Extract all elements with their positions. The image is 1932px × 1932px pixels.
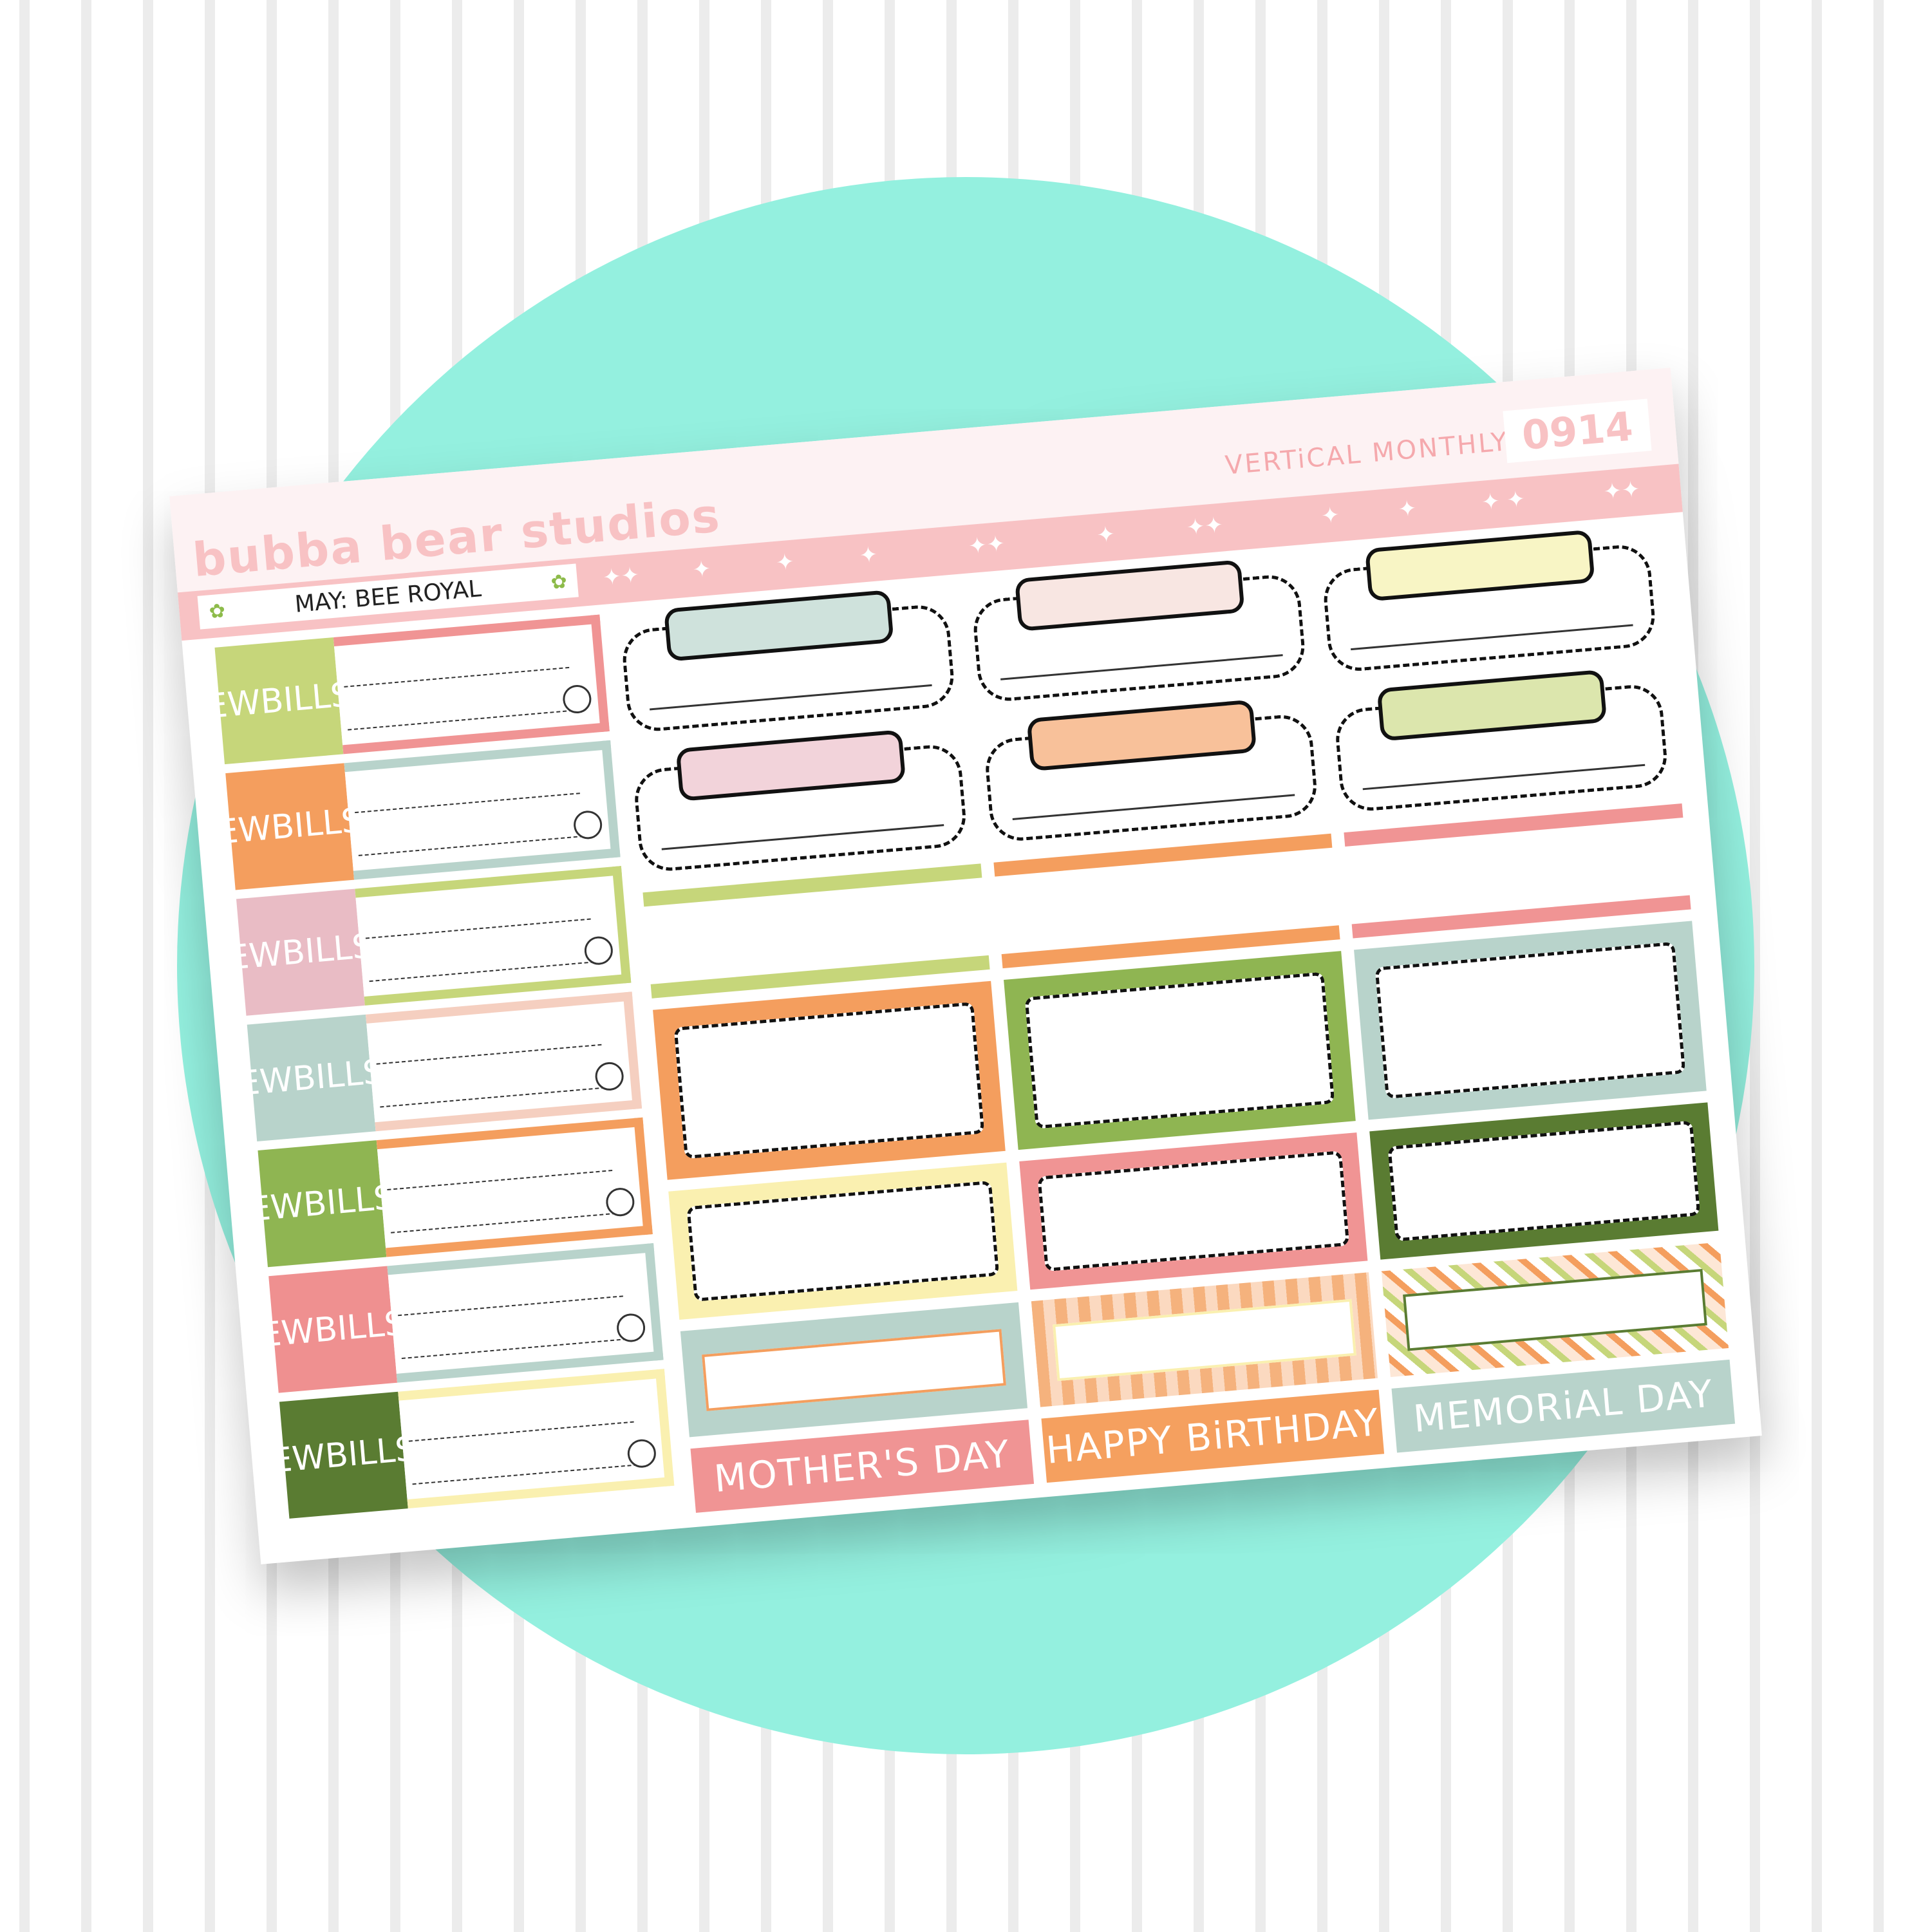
flower-icon: ✿ [550, 570, 568, 594]
sparkle-icon: ✦✦ [1185, 512, 1224, 541]
bill-sticker: EW BILLS [205, 614, 610, 765]
sparkle-icon: ✦ ✦ [1480, 486, 1526, 516]
sticker-sheet: bubba bear studios VERTiCAL MONTHLY 0914… [169, 368, 1762, 1564]
bill-label: EW BILLS [205, 637, 353, 765]
bill-writing-lines [333, 614, 610, 755]
write-line [1351, 624, 1634, 651]
framed-box [653, 980, 1006, 1180]
holiday-label: MOTHER'S DAY [690, 1420, 1034, 1513]
theme-text: MAY: BEE ROYAL [294, 575, 483, 618]
bill-sticker-column: EW BILLS EW BILLS EW BILLS EW BILLS EW BILLS EW BIL… [205, 614, 675, 1528]
pill-sticker [970, 554, 1318, 711]
bill-label-line1: EW [258, 1311, 316, 1355]
write-line [341, 641, 570, 688]
bill-writing-lines [366, 991, 642, 1132]
write-line [1012, 794, 1295, 820]
bill-sticker: EW BILLS [270, 1369, 675, 1519]
bill-label: EW BILLS [216, 763, 364, 890]
banner-text-box [1052, 1299, 1357, 1381]
write-line [388, 1186, 616, 1233]
pill-sticker [1332, 664, 1681, 821]
write-line [399, 1312, 627, 1359]
dashed-box [1037, 1150, 1350, 1272]
banner-sticker [1031, 1272, 1378, 1407]
bill-writing-lines [355, 866, 632, 1006]
bill-label-line1: EW [237, 1060, 295, 1104]
bill-sticker: EW BILLS [237, 991, 642, 1142]
sparkle-icon: ✦ [1095, 521, 1116, 549]
sticker-grid: MOTHER'S DAY HAPPY BiRTHDAY MEMORiAL DAY [619, 524, 1736, 1524]
framed-box [1369, 1102, 1719, 1260]
write-line [384, 1143, 613, 1190]
bill-label: EW BILLS [248, 1140, 397, 1268]
bill-label: EW BILLS [227, 888, 375, 1016]
bill-label-line1: EW [226, 934, 284, 978]
bill-label-line1: EW [248, 1186, 306, 1230]
sparkle-icon: ✦✦ [1602, 476, 1642, 505]
sparkle-icon: ✦✦ [967, 530, 1006, 560]
write-line [374, 1018, 602, 1065]
framed-box [1018, 1132, 1368, 1290]
bill-sticker: EW BILLS [227, 866, 632, 1016]
write-line [363, 892, 591, 939]
write-line [395, 1269, 623, 1316]
holiday-label: MEMORiAL DAY [1391, 1359, 1736, 1453]
sparkle-icon: ✦ [1397, 495, 1418, 523]
framed-box [668, 1162, 1018, 1320]
dashed-box [1024, 971, 1335, 1129]
banner-sticker [680, 1302, 1027, 1438]
bill-label: EW BILLS [237, 1014, 386, 1142]
banner-sticker [1382, 1242, 1729, 1377]
write-line [345, 684, 573, 731]
dashed-box [1387, 1120, 1701, 1242]
product-code: 0914 [1503, 399, 1652, 464]
pill-sticker [1320, 524, 1669, 681]
header-strip [642, 863, 990, 999]
dashed-box [673, 1002, 984, 1159]
sparkle-icon: ✦ [1320, 502, 1341, 530]
bill-writing-lines [344, 740, 621, 880]
write-line [377, 1061, 606, 1107]
framed-box [1354, 921, 1707, 1120]
write-line [356, 809, 584, 856]
bill-writing-lines [387, 1243, 664, 1383]
sparkle-icon: ✦ [691, 556, 713, 583]
bill-label: EW BILLS [259, 1266, 407, 1393]
series-label: VERTiCAL MONTHLY [1224, 427, 1510, 481]
write-line [1363, 764, 1646, 791]
write-line [1000, 654, 1283, 680]
bill-sticker: EW BILLS [216, 740, 621, 890]
bill-label-line1: EW [269, 1437, 327, 1481]
pill-sticker [981, 694, 1330, 851]
dashed-box [686, 1180, 999, 1302]
sparkle-icon: ✦ [774, 549, 796, 576]
write-line [352, 766, 580, 813]
flower-icon: ✿ [208, 599, 227, 623]
header-strip [993, 833, 1340, 969]
sparkle-icon: ✦✦ [601, 562, 641, 591]
pill-sticker [631, 724, 980, 881]
bill-writing-lines [376, 1117, 653, 1257]
bill-sticker: EW BILLS [248, 1117, 653, 1268]
bill-sticker: EW BILLS [259, 1243, 664, 1393]
sparkle-icon: ✦ [858, 541, 879, 569]
write-line [367, 935, 595, 982]
write-line [410, 1438, 638, 1485]
framed-box [1003, 951, 1356, 1150]
header-strip [1344, 803, 1691, 939]
banner-text-box [1403, 1268, 1707, 1351]
write-line [406, 1395, 634, 1442]
holiday-label: HAPPY BiRTHDAY [1041, 1389, 1385, 1483]
banner-text-box [702, 1328, 1006, 1411]
bill-label-line1: EW [215, 809, 273, 852]
bill-label: EW BILLS [270, 1391, 418, 1519]
bill-label-line1: EW [205, 683, 263, 727]
pill-sticker [619, 584, 968, 741]
write-line [661, 824, 944, 850]
dashed-box [1374, 941, 1686, 1099]
bill-writing-lines [398, 1369, 675, 1509]
write-line [650, 684, 932, 711]
